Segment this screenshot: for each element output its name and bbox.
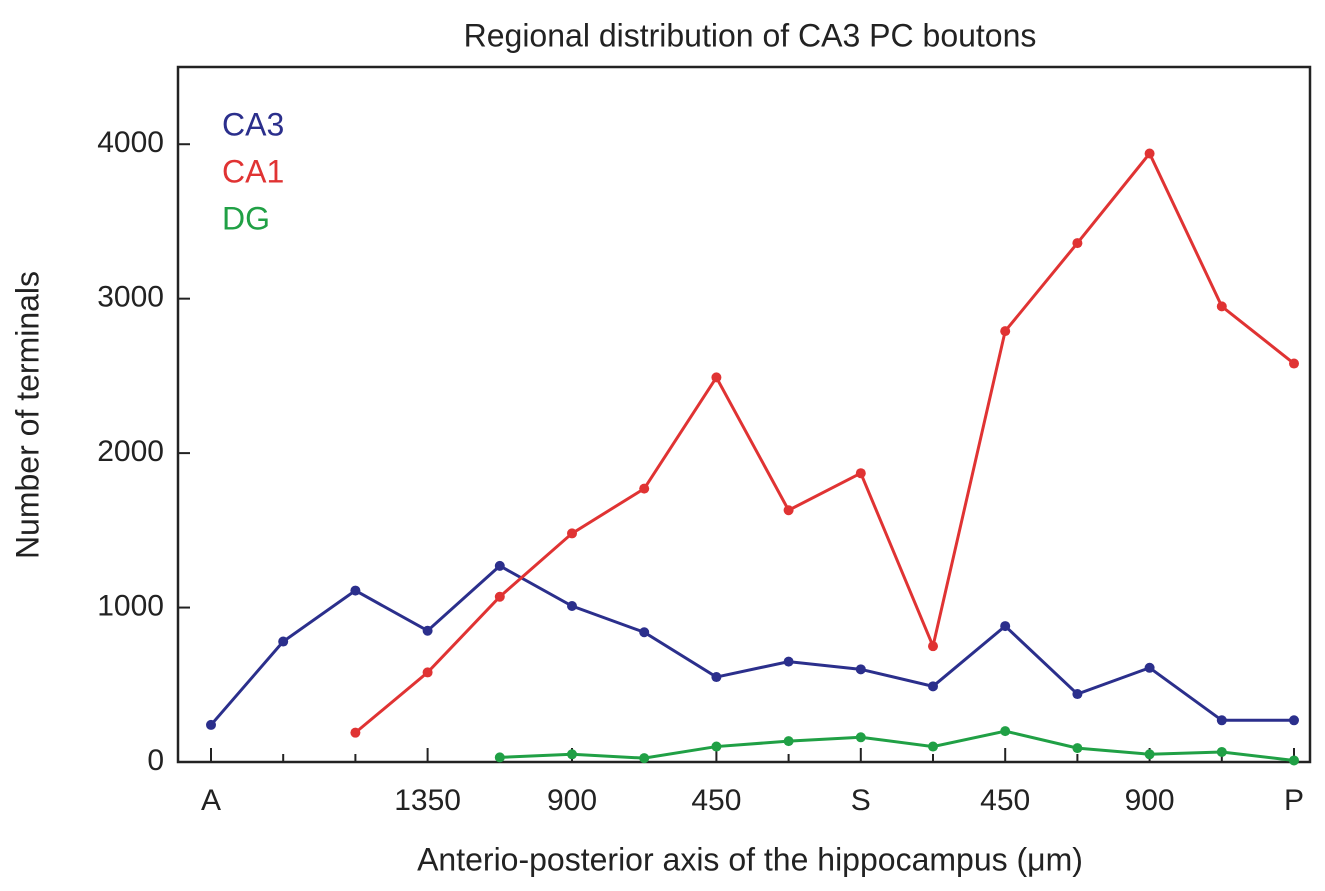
- y-tick-label: 4000: [97, 126, 164, 159]
- data-point: [783, 505, 794, 516]
- series-line: [499, 729, 1295, 762]
- data-point: [855, 664, 866, 675]
- data-point: [1072, 238, 1083, 249]
- legend-label: DG: [222, 200, 270, 236]
- x-tick-label: S: [851, 784, 871, 817]
- data-point: [494, 560, 505, 571]
- data-point: [1000, 326, 1011, 337]
- data-point: [711, 741, 722, 752]
- data-point: [855, 732, 866, 743]
- data-point: [928, 681, 938, 692]
- data-point: [1072, 743, 1083, 754]
- data-point: [1000, 621, 1011, 632]
- data-point: [350, 727, 361, 738]
- data-point: [639, 483, 650, 494]
- y-axis-label: Number of terminals: [9, 271, 45, 559]
- data-point: [1289, 715, 1299, 726]
- data-point: [1144, 148, 1155, 159]
- legend-label: CA1: [222, 153, 284, 189]
- series-line: [209, 564, 1294, 726]
- x-axis-label: Anterio-posterior axis of the hippocampu…: [417, 841, 1083, 877]
- data-point: [567, 528, 577, 539]
- data-point: [1216, 715, 1227, 726]
- data-point: [422, 667, 433, 678]
- y-tick-label: 0: [147, 744, 164, 777]
- series-line: [354, 150, 1295, 734]
- x-tick-label: 450: [691, 784, 741, 817]
- data-point: [928, 641, 938, 652]
- x-tick-label: 900: [547, 784, 597, 817]
- data-point: [639, 627, 650, 638]
- x-tick-label: P: [1284, 784, 1304, 817]
- data-point: [855, 468, 866, 479]
- y-tick-label: 3000: [97, 281, 164, 314]
- data-point: [567, 749, 577, 760]
- data-point: [1216, 746, 1227, 757]
- x-tick-label: 900: [1125, 784, 1175, 817]
- data-point: [567, 601, 577, 612]
- y-tick-label: 1000: [97, 589, 164, 622]
- data-point: [494, 752, 505, 763]
- data-point: [639, 753, 650, 764]
- data-point: [1144, 749, 1155, 760]
- data-point: [494, 591, 505, 602]
- data-point: [928, 741, 938, 752]
- x-tick-label: A: [201, 784, 221, 817]
- data-point: [1000, 726, 1011, 737]
- data-point: [1289, 358, 1299, 369]
- data-point: [783, 656, 794, 667]
- data-point: [422, 625, 433, 636]
- data-point: [711, 372, 722, 383]
- data-point: [783, 736, 794, 747]
- data-point: [1072, 689, 1083, 700]
- data-point: [711, 672, 722, 683]
- data-point: [1289, 755, 1299, 766]
- plot-frame: [176, 65, 1312, 764]
- x-tick-label: 450: [980, 784, 1030, 817]
- legend-label: CA3: [222, 106, 284, 142]
- data-point: [278, 636, 289, 647]
- x-tick-label: 1350: [394, 784, 461, 817]
- chart-title: Regional distribution of CA3 PC boutons: [464, 17, 1037, 53]
- y-tick-label: 2000: [97, 435, 164, 468]
- data-point: [350, 585, 361, 596]
- data-point: [206, 719, 216, 730]
- data-point: [1216, 301, 1227, 312]
- data-point: [1144, 662, 1155, 673]
